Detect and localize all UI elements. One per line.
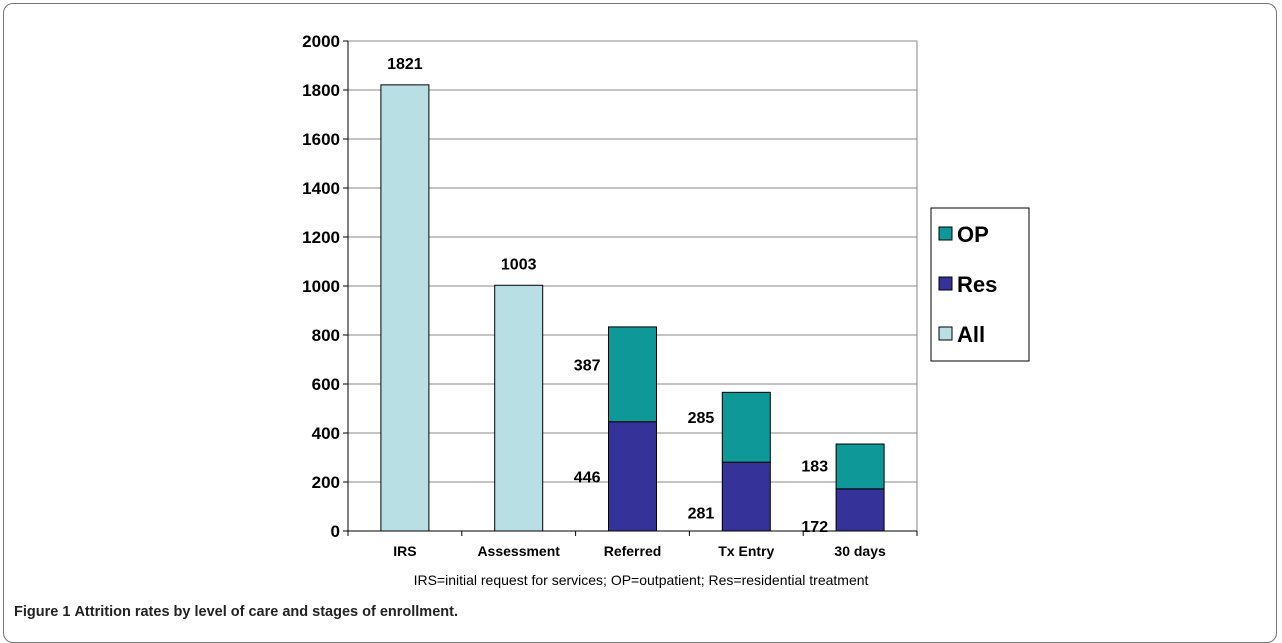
bar-all <box>494 284 544 532</box>
data-label: 172 <box>801 519 828 536</box>
data-label: 183 <box>801 458 828 475</box>
x-tick-label: Assessment <box>477 543 560 559</box>
x-tick-label: Referred <box>604 543 662 559</box>
legend-label-res: Res <box>957 272 997 297</box>
x-tick-label: 30 days <box>834 543 886 559</box>
bar-res <box>835 488 885 532</box>
data-label: 281 <box>688 506 715 523</box>
bar-chart: 0 200 400 600 800 1000 1200 1400 1600 1800 2000 IRS… <box>302 32 1030 559</box>
legend-label-all: All <box>957 322 985 347</box>
bar-op <box>608 326 657 423</box>
caption-text: Attrition rates by level of care and sta… <box>74 604 458 620</box>
bar-op <box>721 391 771 463</box>
data-label: 446 <box>574 469 601 486</box>
data-label: 285 <box>688 410 715 427</box>
legend-swatch-op <box>938 226 953 241</box>
bar-res <box>721 461 771 532</box>
y-tick-label: 400 <box>312 424 340 443</box>
legend-swatch-res <box>938 276 953 291</box>
data-label: 1821 <box>387 56 423 73</box>
y-tick-label: 1600 <box>302 130 340 149</box>
y-tick-label: 800 <box>312 326 340 345</box>
bar-res <box>608 421 657 532</box>
y-tick-label: 1000 <box>302 277 340 296</box>
bar-all <box>380 84 430 532</box>
figure-caption: Figure 1 Attrition rates by level of car… <box>14 604 458 620</box>
data-label: 1003 <box>501 256 537 273</box>
legend-label-op: OP <box>957 222 989 247</box>
y-tick-label: 1400 <box>302 179 340 198</box>
x-tick-label: Tx Entry <box>718 543 774 559</box>
y-tick-label: 2000 <box>302 32 340 51</box>
y-tick-label: 200 <box>312 473 340 492</box>
y-tick-label: 0 <box>331 522 340 541</box>
y-tick-label: 1200 <box>302 228 340 247</box>
caption-label: Figure 1 <box>14 604 71 620</box>
legend-swatch-all <box>938 326 953 341</box>
chart-footnote: IRS=initial request for services; OP=out… <box>413 572 869 588</box>
data-label: 387 <box>574 357 601 374</box>
x-tick-label: IRS <box>393 543 416 559</box>
y-tick-label: 1800 <box>302 81 340 100</box>
y-tick-label: 600 <box>312 375 340 394</box>
bar-op <box>835 443 885 490</box>
